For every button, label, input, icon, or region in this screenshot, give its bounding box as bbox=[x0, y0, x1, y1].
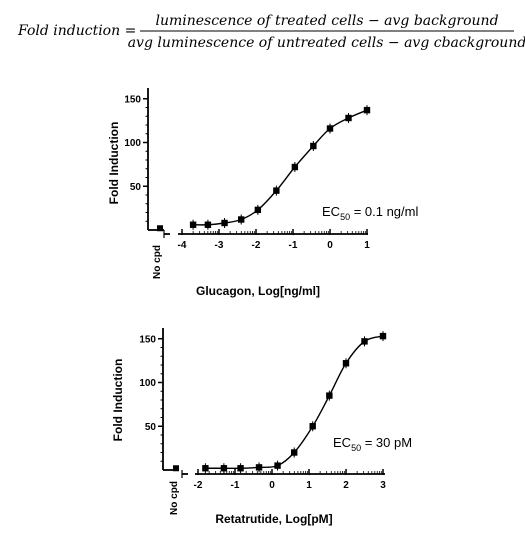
x-tick-label: 1 bbox=[306, 480, 312, 491]
data-point bbox=[291, 449, 298, 456]
x-tick-label: 1 bbox=[364, 240, 370, 251]
data-point bbox=[342, 360, 350, 367]
data-point bbox=[254, 206, 262, 214]
equation: Fold induction = luminescence of treated… bbox=[17, 13, 525, 51]
x-tick-label: -1 bbox=[289, 240, 298, 251]
equation-numerator: luminescence of treated cells − avg back… bbox=[155, 13, 498, 29]
y-tick-label: 100 bbox=[124, 138, 141, 149]
x-tick-label: -2 bbox=[194, 480, 203, 491]
data-point bbox=[189, 221, 197, 228]
x-tick-label: -4 bbox=[178, 240, 187, 251]
y-axis-label: Fold Induction bbox=[107, 122, 121, 205]
retatrutide-chart: Fold Induction Retatrutide, Log[pM] No c… bbox=[111, 328, 412, 526]
x-axis-label: Retatrutide, Log[pM] bbox=[215, 512, 332, 526]
x-tick-label: -1 bbox=[231, 480, 240, 491]
data-point bbox=[310, 142, 317, 150]
y-tick-label: 150 bbox=[124, 94, 141, 105]
data-point bbox=[326, 392, 333, 399]
data-point bbox=[204, 221, 212, 228]
y-tick-label: 50 bbox=[130, 182, 142, 193]
data-point bbox=[274, 462, 281, 469]
y-tick-label: 150 bbox=[139, 334, 156, 345]
data-point bbox=[238, 216, 245, 223]
data-point bbox=[309, 423, 316, 430]
y-axis-label: Fold Induction bbox=[111, 359, 125, 442]
ec50-label: EC50 = 30 pM bbox=[333, 435, 412, 453]
no-cpd-label: No cpd bbox=[169, 481, 180, 515]
data-point bbox=[237, 465, 244, 472]
equation-denominator: avg luminescence of untreated cells − av… bbox=[128, 35, 525, 51]
data-point bbox=[273, 187, 280, 194]
y-tick-label: 50 bbox=[145, 422, 157, 433]
no-cpd-point bbox=[157, 225, 163, 232]
x-tick-label: 2 bbox=[343, 480, 349, 491]
data-point bbox=[379, 332, 387, 340]
data-point bbox=[326, 125, 334, 132]
x-tick-label: -3 bbox=[215, 240, 224, 251]
y-tick-label: 100 bbox=[139, 378, 156, 389]
x-tick-label: 0 bbox=[269, 480, 275, 491]
x-tick-label: 0 bbox=[327, 240, 333, 251]
no-cpd-label: No cpd bbox=[152, 245, 163, 279]
fit-curve bbox=[193, 109, 368, 226]
data-point bbox=[255, 464, 263, 471]
data-point bbox=[221, 219, 228, 227]
data-point bbox=[220, 465, 228, 472]
x-tick-label: -2 bbox=[252, 240, 261, 251]
glucagon-chart: Fold Induction Glucagon, Log[ng/ml] No c… bbox=[107, 88, 418, 298]
data-point bbox=[345, 114, 352, 122]
x-tick-label: 3 bbox=[380, 480, 386, 491]
data-point bbox=[291, 163, 299, 171]
data-point bbox=[202, 465, 209, 472]
data-point bbox=[363, 106, 371, 114]
no-cpd-point bbox=[173, 465, 179, 472]
equation-lhs: Fold induction = bbox=[17, 23, 136, 39]
x-axis-label: Glucagon, Log[ng/ml] bbox=[196, 284, 320, 298]
data-point bbox=[361, 338, 368, 345]
ec50-label: EC50 = 0.1 ng/ml bbox=[322, 204, 418, 222]
